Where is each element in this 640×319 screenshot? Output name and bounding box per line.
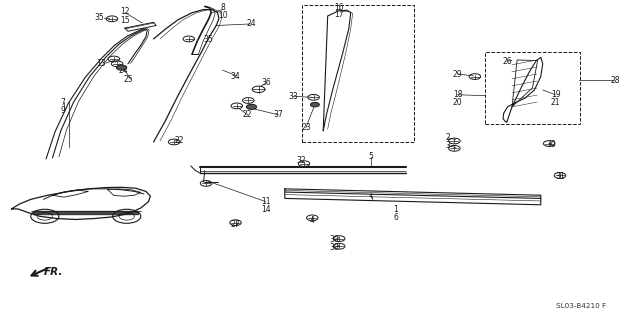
Text: 19: 19: [550, 90, 561, 99]
Text: 24: 24: [246, 19, 256, 28]
Text: 5: 5: [369, 194, 374, 203]
Text: 8: 8: [220, 4, 225, 12]
Text: 20: 20: [452, 98, 463, 107]
Text: 22: 22: [175, 137, 184, 145]
Text: 2: 2: [445, 133, 451, 142]
Text: 27: 27: [230, 220, 241, 229]
Text: SL03-B4210 F: SL03-B4210 F: [556, 303, 606, 308]
Text: 18: 18: [453, 90, 462, 99]
Text: 37: 37: [273, 110, 284, 119]
Text: 35: 35: [94, 13, 104, 22]
Text: 10: 10: [218, 11, 228, 20]
Text: 31: 31: [555, 172, 565, 181]
Text: 29: 29: [452, 70, 463, 78]
Text: 21: 21: [551, 98, 560, 107]
Circle shape: [246, 104, 257, 109]
Text: 16: 16: [334, 3, 344, 11]
Text: 17: 17: [334, 11, 344, 19]
Text: 34: 34: [230, 72, 240, 81]
Text: 9: 9: [60, 106, 65, 115]
Text: 28: 28: [611, 76, 620, 85]
Text: 30: 30: [330, 235, 340, 244]
Text: 4: 4: [310, 216, 315, 225]
Text: FR.: FR.: [44, 267, 63, 277]
Text: 13: 13: [96, 59, 106, 68]
Text: 25: 25: [123, 75, 133, 84]
Text: 23: 23: [301, 123, 311, 132]
Circle shape: [116, 65, 127, 70]
Text: 1: 1: [393, 205, 398, 214]
Text: 6: 6: [393, 213, 398, 222]
Text: 7: 7: [60, 98, 65, 107]
Text: 30: 30: [547, 140, 557, 149]
Text: 12: 12: [121, 7, 130, 16]
Text: 15: 15: [120, 16, 131, 25]
Text: 11: 11: [261, 197, 270, 206]
Text: 30: 30: [330, 243, 340, 252]
Text: 32: 32: [296, 156, 306, 165]
Text: 33: 33: [288, 92, 298, 101]
Text: 5: 5: [369, 152, 374, 161]
Bar: [485, 52, 580, 124]
Text: 36: 36: [261, 78, 271, 87]
Text: 22: 22: [243, 110, 252, 119]
Text: 26: 26: [502, 57, 512, 66]
Text: 24: 24: [118, 66, 128, 75]
Text: 3: 3: [445, 141, 451, 150]
Bar: [302, 5, 414, 142]
Text: 35: 35: [203, 35, 213, 44]
Polygon shape: [33, 211, 138, 214]
Circle shape: [310, 102, 319, 107]
Text: 14: 14: [260, 205, 271, 214]
